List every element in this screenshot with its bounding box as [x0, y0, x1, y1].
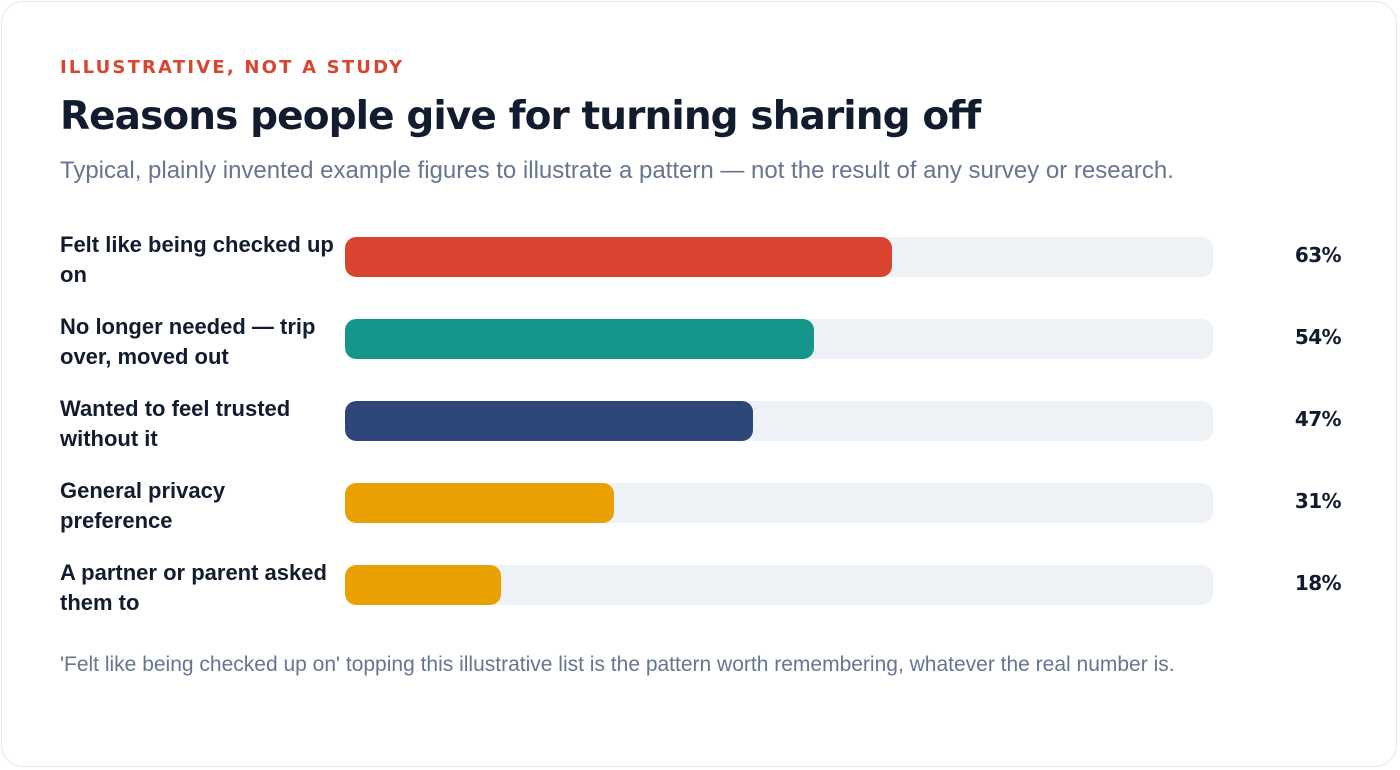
bar-value-label: 54%	[1294, 325, 1342, 349]
bar	[345, 483, 614, 523]
bar-track	[345, 565, 1213, 605]
bar-row: No longer needed — trip over, moved out 5…	[2, 312, 1398, 394]
chart-subtitle: Typical, plainly invented example figure…	[60, 157, 1174, 184]
bar-row: Felt like being checked up on 63%	[2, 230, 1398, 312]
bar-track	[345, 319, 1213, 359]
bar-label: General privacy preference	[60, 478, 226, 533]
bar-value-label: 18%	[1294, 571, 1342, 595]
bar	[345, 565, 501, 605]
bar-value-label: 31%	[1294, 489, 1342, 513]
bar-track	[345, 237, 1213, 277]
bar-value-label: 63%	[1294, 243, 1342, 267]
chart-title: Reasons people give for turning sharing …	[60, 94, 981, 139]
bar	[345, 237, 892, 277]
bar-label: A partner or parent asked them to	[60, 560, 327, 615]
chart-footnote: 'Felt like being checked up on' topping …	[60, 653, 1175, 676]
bar	[345, 319, 814, 359]
bar-label: No longer needed — trip over, moved out	[60, 314, 316, 369]
bar-track	[345, 483, 1213, 523]
bar-label: Felt like being checked up on	[60, 232, 334, 287]
bar-label: Wanted to feel trusted without it	[60, 396, 291, 451]
eyebrow-label: ILLUSTRATIVE, NOT A STUDY	[60, 57, 405, 78]
bar	[345, 401, 753, 441]
bar-track	[345, 401, 1213, 441]
bar-row: Wanted to feel trusted without it 47%	[2, 394, 1398, 476]
bar-value-label: 47%	[1294, 407, 1342, 431]
bar-row: A partner or parent asked them to 18%	[2, 558, 1398, 640]
bar-row: General privacy preference 31%	[2, 476, 1398, 558]
